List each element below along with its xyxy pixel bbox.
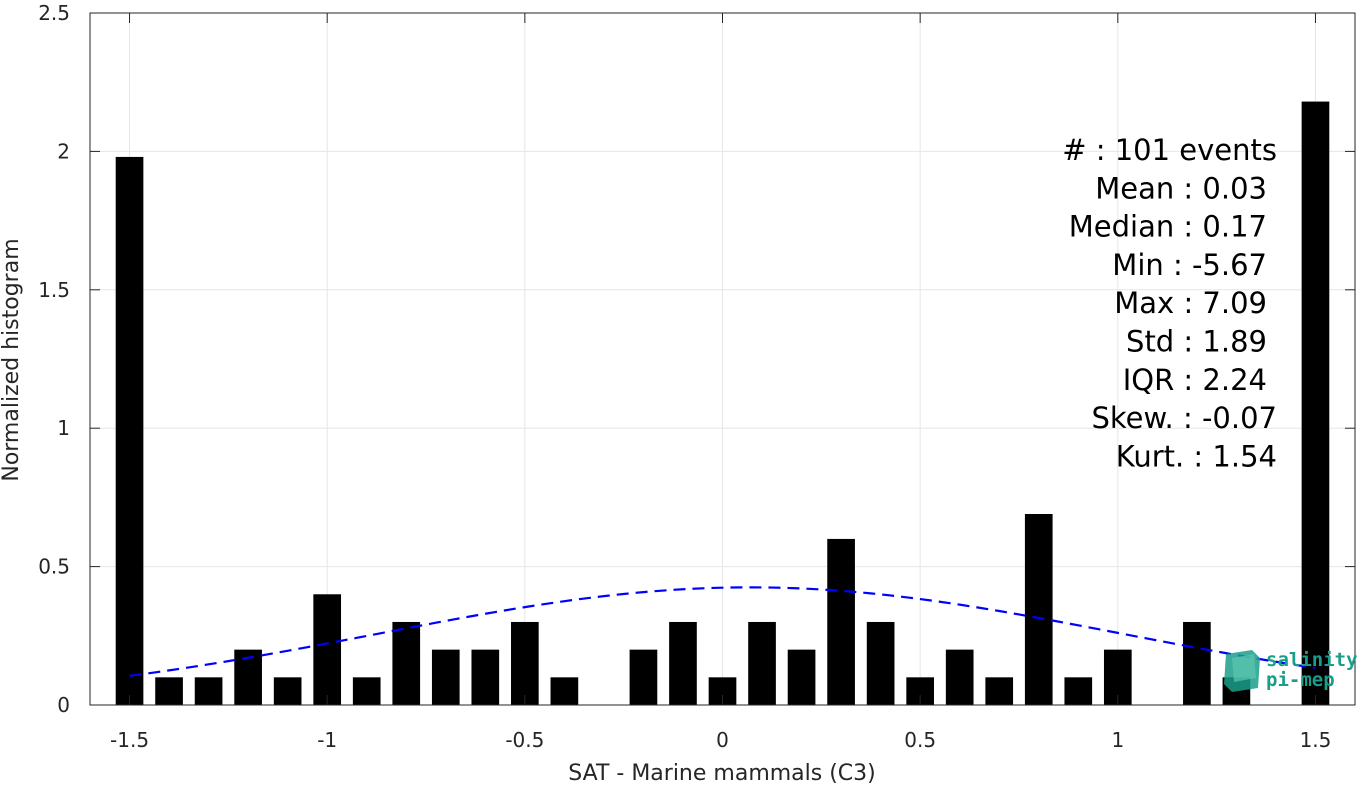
y-axis-label: Normalized histogram [0,238,24,481]
x-tick-label: 0 [716,728,729,752]
stat-line: Max : 7.09 [1114,286,1267,320]
axes-frame [89,12,1356,706]
histogram-bar [1183,621,1211,705]
histogram-bar [273,677,302,705]
x-tick-label: 1.5 [1300,728,1332,752]
y-tick-label: 0 [57,693,70,717]
salinity-pi-mep-logo: salinity pi-mep [1224,649,1358,692]
histogram-bar [787,649,816,705]
histogram-bar [866,621,895,705]
histogram-bar [669,621,697,705]
y-tick-labels: 0 0.5 1 1.5 2 2.5 [38,1,70,717]
histogram-bar [748,621,776,705]
histogram-bar [1301,101,1330,706]
histogram-bar [827,538,855,705]
grid-lines [90,12,1355,706]
y-tick-label: 2.5 [38,1,70,25]
stat-line: Kurt. : 1.54 [1116,439,1277,473]
histogram-bar [155,677,183,705]
x-tick-label: 1 [1111,728,1124,752]
logo-mark-highlight-icon [1232,654,1256,682]
stat-line: # : 101 events [1062,133,1277,167]
histogram-bar [629,649,658,705]
histogram-bar [1064,677,1093,705]
histogram-bars [115,101,1330,706]
statistics-box: # : 101 events Mean : 0.03 Median : 0.17 Mi… [1062,133,1277,473]
histogram-bar [945,649,974,705]
stat-line: IQR : 2.24 [1123,363,1267,397]
x-tick-label: -1.5 [110,728,149,752]
y-tick-label: 1.5 [38,278,70,302]
logo-text-line1: salinity [1266,649,1358,671]
histogram-bar [511,621,539,705]
histogram-bar [471,649,500,705]
stat-line: Median : 0.17 [1069,210,1267,244]
histogram-bar [392,621,421,705]
x-tick-label: -0.5 [505,728,544,752]
y-tick-label: 1 [57,416,70,440]
x-tick-label: -1 [317,728,337,752]
stat-line: Skew. : -0.07 [1091,401,1277,435]
histogram-bar [431,649,460,705]
logo-text-line2: pi-mep [1266,669,1335,691]
stat-line: Min : -5.67 [1112,248,1267,282]
y-tick-label: 2 [57,139,70,163]
x-tick-labels: -1.5 -1 -0.5 0 0.5 1 1.5 [110,728,1331,752]
histogram-bar [1024,514,1053,705]
stat-line: Std : 1.89 [1126,325,1267,359]
stat-line: Mean : 0.03 [1095,171,1267,205]
normal-fit-curve [129,586,1316,677]
x-tick-label: 0.5 [904,728,936,752]
histogram-bar [985,677,1014,705]
histogram-bar [352,677,381,705]
x-axis-label: SAT - Marine mammals (C3) [568,761,876,785]
histogram-bar [550,677,579,705]
histogram-bar [115,156,144,705]
histogram-bar [313,594,342,705]
histogram-bar [194,677,223,705]
y-tick-label: 0.5 [38,555,70,579]
